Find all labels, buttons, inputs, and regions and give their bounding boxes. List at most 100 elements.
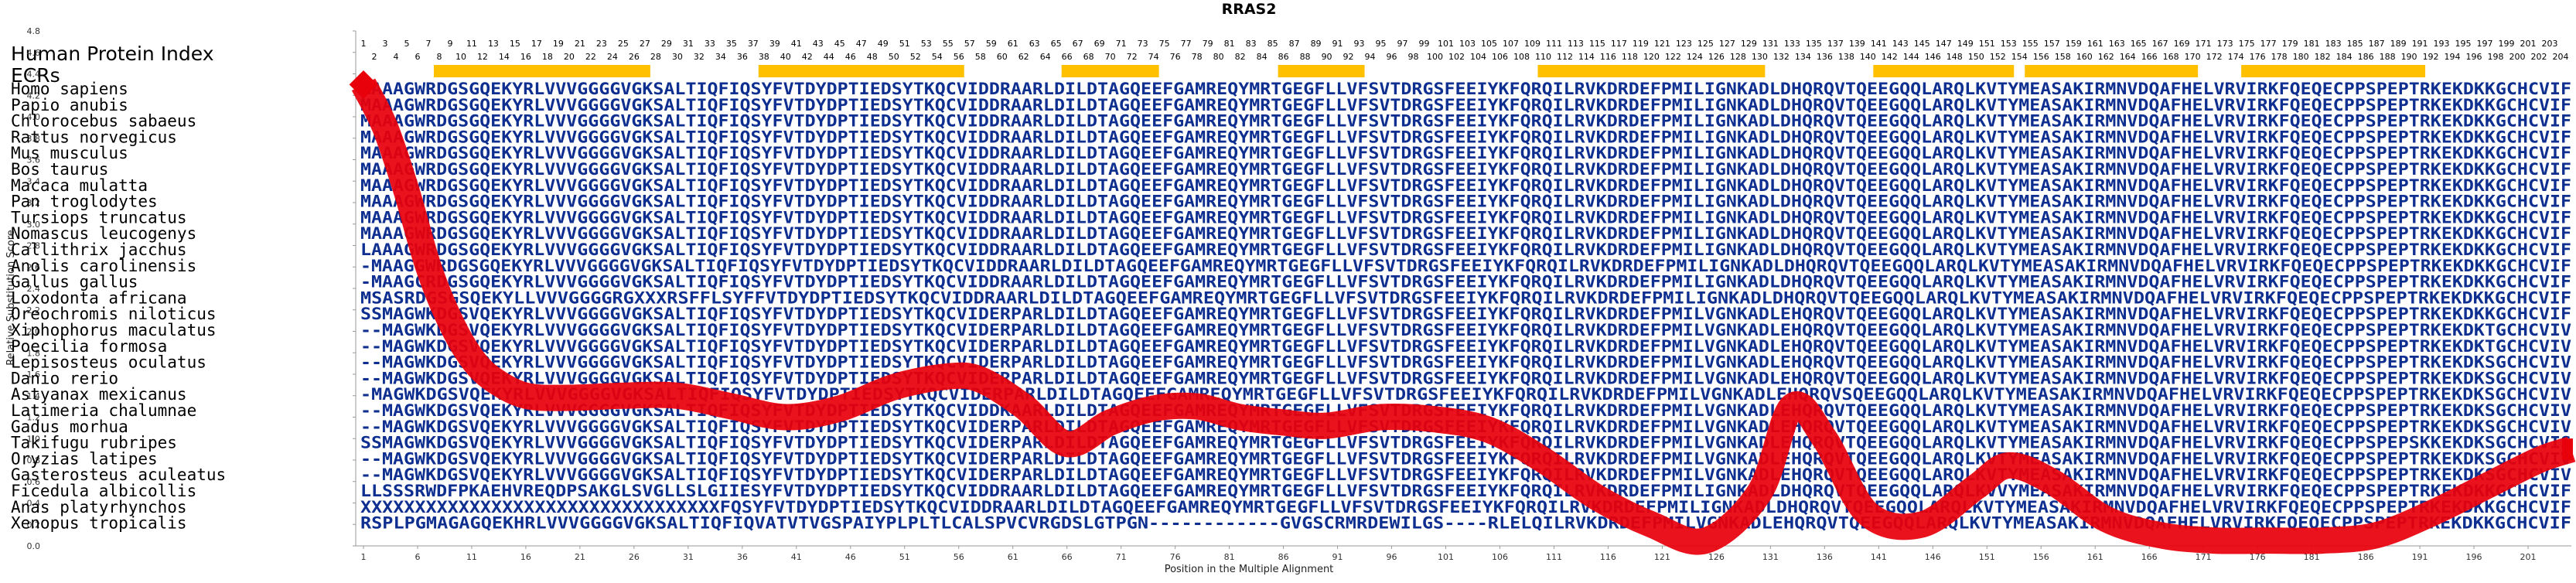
index-number: 91 (1332, 39, 1343, 49)
protein-index-numbers: 1 3 5 7 9 11 13 15 17 19 21 23 25 27 29 31 33 35 37 39 41 43 4… (361, 39, 2569, 62)
index-number: 116 (1600, 52, 1616, 62)
index-number: 192 (2423, 52, 2439, 62)
axes: 0.0 0.2 0.4 0.6 0.8 1.0 1.2 1.4 1.6 1.8 2.0 2.2 2.4 2… (27, 26, 2571, 562)
species-label: Oreochromis niloticus (11, 305, 217, 323)
x-tick-label: 46 (845, 552, 856, 562)
index-number: 70 (1105, 52, 1116, 62)
index-number: 34 (715, 52, 726, 62)
index-number: 37 (748, 39, 759, 49)
index-number: 121 (1654, 39, 1670, 49)
species-label: Gasterosteus aculeatus (11, 465, 226, 484)
index-number: 41 (791, 39, 802, 49)
index-number: 24 (607, 52, 618, 62)
index-number: 66 (1062, 52, 1073, 62)
index-number: 204 (2553, 52, 2569, 62)
index-number: 62 (1018, 52, 1029, 62)
index-number: 135 (1806, 39, 1822, 49)
species-label: Bos taurus (11, 160, 108, 179)
species-label: Gallus gallus (11, 273, 138, 292)
index-number: 9 (447, 39, 452, 49)
x-tick-label: 1 (361, 552, 367, 562)
x-tick-label: 196 (2466, 552, 2482, 562)
index-number: 11 (466, 39, 477, 49)
x-tick-label: 21 (575, 552, 585, 562)
start-marker (349, 70, 378, 99)
index-number: 63 (1029, 39, 1040, 49)
index-number: 7 (425, 39, 431, 49)
index-number: 20 (564, 52, 575, 62)
x-tick-label: 191 (2412, 552, 2428, 562)
sequence-row: MAAAGWRDGSGQEKYRLVVVGGGGVGKSALTIQFIQSYFV… (360, 160, 2571, 179)
index-number: 125 (1697, 39, 1714, 49)
sequence-row: MAAAGWRDGSGQEKYRLVVVGGGGVGKSALTIQFIQSYFV… (360, 176, 2571, 195)
index-number: 175 (2239, 39, 2255, 49)
x-tick-label: 146 (1925, 552, 1941, 562)
index-number: 200 (2509, 52, 2526, 62)
sequence-row: MAAAGWRDGSGQEKYRLVVVGGGGVGKSALTIQFIQSYFV… (360, 128, 2571, 146)
index-number: 148 (1947, 52, 1963, 62)
index-number: 15 (510, 39, 520, 49)
index-number: 130 (1752, 52, 1768, 62)
index-number: 112 (1557, 52, 1573, 62)
index-number: 165 (2131, 39, 2147, 49)
index-number: 141 (1871, 39, 1887, 49)
ecr-bar (1061, 65, 1159, 77)
index-number: 143 (1892, 39, 1909, 49)
ecr-bar (2025, 65, 2199, 77)
index-number: 110 (1535, 52, 1551, 62)
x-axis-label: Position in the Multiple Alignment (1165, 564, 1334, 575)
x-tick-label: 181 (2304, 552, 2320, 562)
index-number: 190 (2401, 52, 2417, 62)
index-number: 99 (1419, 39, 1430, 49)
y-tick-label: 2.0 (27, 327, 41, 337)
index-number: 198 (2488, 52, 2504, 62)
index-number: 58 (975, 52, 986, 62)
ecr-bars (433, 65, 2426, 77)
index-number: 107 (1503, 39, 1519, 49)
index-number: 124 (1687, 52, 1703, 62)
x-tick-label: 151 (1979, 552, 1995, 562)
x-tick-label: 201 (2520, 552, 2537, 562)
index-number: 100 (1427, 52, 1443, 62)
species-label: Homo sapiens (11, 80, 128, 98)
y-tick-label: 1.0 (27, 434, 41, 444)
index-number: 137 (1827, 39, 1844, 49)
index-number: 25 (618, 39, 629, 49)
index-number: 101 (1438, 39, 1454, 49)
index-number: 181 (2304, 39, 2320, 49)
y-tick-label: 2.8 (27, 241, 41, 251)
index-number: 28 (650, 52, 661, 62)
index-number: 131 (1762, 39, 1779, 49)
index-number: 133 (1784, 39, 1800, 49)
index-number: 22 (585, 52, 596, 62)
index-number: 65 (1051, 39, 1062, 49)
ecr-bar (1873, 65, 2015, 77)
index-number: 167 (2152, 39, 2168, 49)
index-number: 168 (2163, 52, 2179, 62)
species-label: Anas platyrhynchos (11, 498, 187, 517)
index-number: 18 (542, 52, 553, 62)
x-tick-label: 16 (520, 552, 531, 562)
y-tick-label: 3.8 (27, 134, 41, 144)
index-number: 161 (2087, 39, 2103, 49)
species-label: Tursiops truncatus (11, 208, 187, 227)
index-number: 86 (1278, 52, 1289, 62)
index-number: 8 (436, 52, 442, 62)
species-label: Pan troglodytes (11, 193, 158, 211)
index-number: 6 (415, 52, 420, 62)
index-number: 71 (1116, 39, 1127, 49)
y-tick-label: 2.2 (27, 305, 41, 315)
index-number: 14 (499, 52, 510, 62)
y-tick-label: 1.2 (27, 413, 41, 423)
index-number: 12 (477, 52, 488, 62)
index-number: 150 (1968, 52, 1984, 62)
index-number: 23 (596, 39, 607, 49)
index-number: 85 (1268, 39, 1278, 49)
index-number: 122 (1665, 52, 1681, 62)
chart-title: RRAS2 (1222, 1, 1277, 18)
score-series-line (351, 78, 2576, 555)
index-number: 48 (867, 52, 878, 62)
sequence-row: MAAAGWRDGSGQEKYRLVVVGGGGVGKSALTIQFIQSYFV… (360, 193, 2571, 211)
index-number: 73 (1138, 39, 1148, 49)
